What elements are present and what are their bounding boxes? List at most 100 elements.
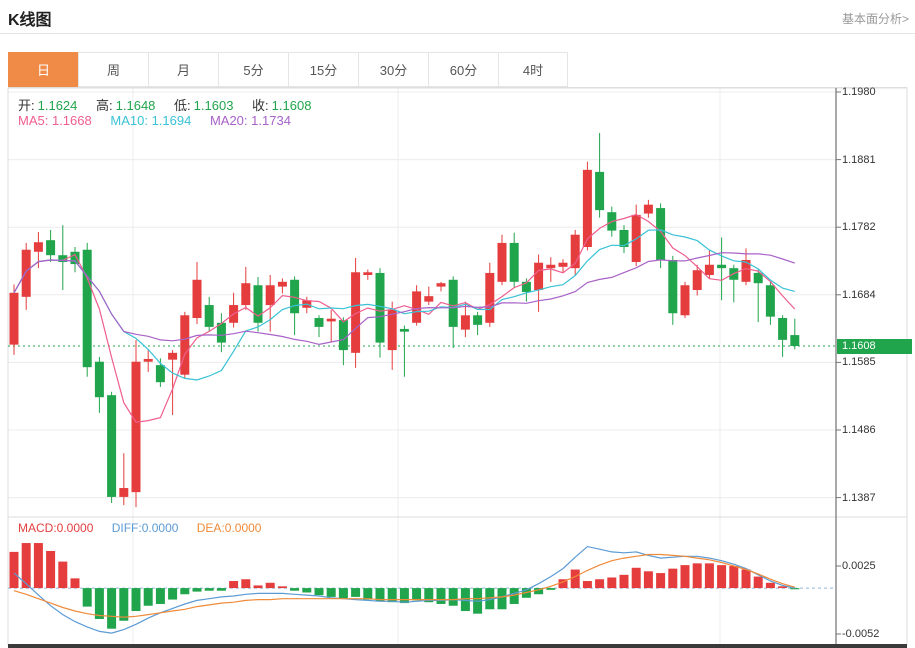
macd-bar [778,586,788,589]
candle-body [717,264,727,269]
tab-4hour[interactable]: 4时 [498,52,568,87]
macd-bar [692,563,702,589]
macd-bar [375,588,385,602]
ma5-label: MA5: [18,113,49,128]
macd-value: 0.0000 [56,521,94,535]
candle-body [643,204,653,214]
macd-bar [229,581,239,589]
close-label: 收: [252,98,269,113]
tab-60min[interactable]: 60分 [428,52,498,87]
macd-bar [58,561,68,589]
candle-body [375,272,385,343]
macd-bar [216,588,226,591]
tab-30min[interactable]: 30分 [358,52,428,87]
macd-bar [94,588,104,619]
open-label: 开: [18,98,35,113]
ma10-line [13,229,795,381]
tab-5min[interactable]: 5分 [218,52,288,87]
macd-bar [741,569,751,589]
macd-bar [168,588,178,600]
tab-day[interactable]: 日 [8,52,78,87]
macd-bar [155,588,165,604]
macd-bar [21,543,31,589]
candle-body [558,262,568,267]
candle-body [497,242,507,282]
macd-bar [790,588,800,590]
y-axis-label: 1.1486 [842,424,876,436]
macd-bar [485,588,495,610]
candle-body [546,264,556,269]
macd-readout: MACD:0.0000 DIFF:0.0000 DEA:0.0000 [18,521,276,535]
macd-bar [9,551,19,589]
dea-value: 0.0000 [224,521,262,535]
candle-body [351,272,361,353]
candle-body [704,264,714,275]
candle-body [326,318,336,322]
candle-body [119,488,129,497]
ma20-label: MA20: [209,113,248,128]
macd-histogram-group [9,543,800,629]
y-axis-label: 1.1980 [842,86,876,98]
candle-body [790,335,800,347]
candle-body [363,272,373,275]
macd-bar [448,588,458,606]
candle-body [277,281,287,287]
candle-body [680,285,690,316]
candle-body [412,291,422,323]
candle-body [180,315,190,375]
low-value: 1.1603 [193,98,234,113]
candle-body [33,242,43,252]
tab-month[interactable]: 月 [148,52,218,87]
candles-group [9,132,800,508]
macd-bar [363,588,373,600]
candle-body [131,361,141,493]
macd-bar [668,568,678,589]
candle-body [314,318,324,327]
candle-body [534,262,544,291]
fundamental-analysis-link[interactable]: 基本面分析> [841,12,909,26]
diff-line [13,545,795,634]
candle-body [509,242,519,282]
macd-bar [204,588,214,591]
macd-bar [582,581,592,589]
macd-bar [46,550,56,589]
macd-bar [192,588,202,592]
y-axis-label: 1.1684 [842,288,876,301]
candle-body [143,358,153,362]
current-price-tag: 1.1608 [837,338,912,354]
candle-body [485,272,495,323]
macd-bar [326,588,336,597]
candle-body [741,259,751,282]
macd-bar [131,588,141,612]
chart-frame [7,87,908,646]
macd-bar [351,588,361,597]
macd-bar [70,578,80,589]
y-axis-label: 1.1585 [842,356,876,369]
macd-bar [119,588,129,621]
macd-bar [656,573,666,589]
candle-body [58,255,68,263]
diff-label: DIFF: [111,521,142,535]
macd-bar [460,588,470,612]
macd-axis-label: -0.0052 [842,628,880,640]
tab-week[interactable]: 周 [78,52,148,87]
macd-bar [180,588,190,595]
candle-body [94,361,104,398]
diff-value: 0.0000 [141,521,179,535]
candle-body [241,283,251,306]
candle-body [168,352,178,360]
close-value: 1.1608 [271,98,312,113]
macd-bar [717,565,727,589]
macd-bar [534,588,544,595]
bottom-bar [8,644,907,648]
candle-body [619,229,629,248]
candle-body [521,281,531,293]
tab-15min[interactable]: 15分 [288,52,358,87]
candle-body [570,234,580,269]
macd-bar [82,588,92,607]
macd-axis-label: 0.0025 [842,560,876,572]
macd-bar [253,585,263,589]
ma20-value: 1.1734 [251,113,291,128]
candle-body [204,305,214,327]
candle-body [778,318,788,340]
